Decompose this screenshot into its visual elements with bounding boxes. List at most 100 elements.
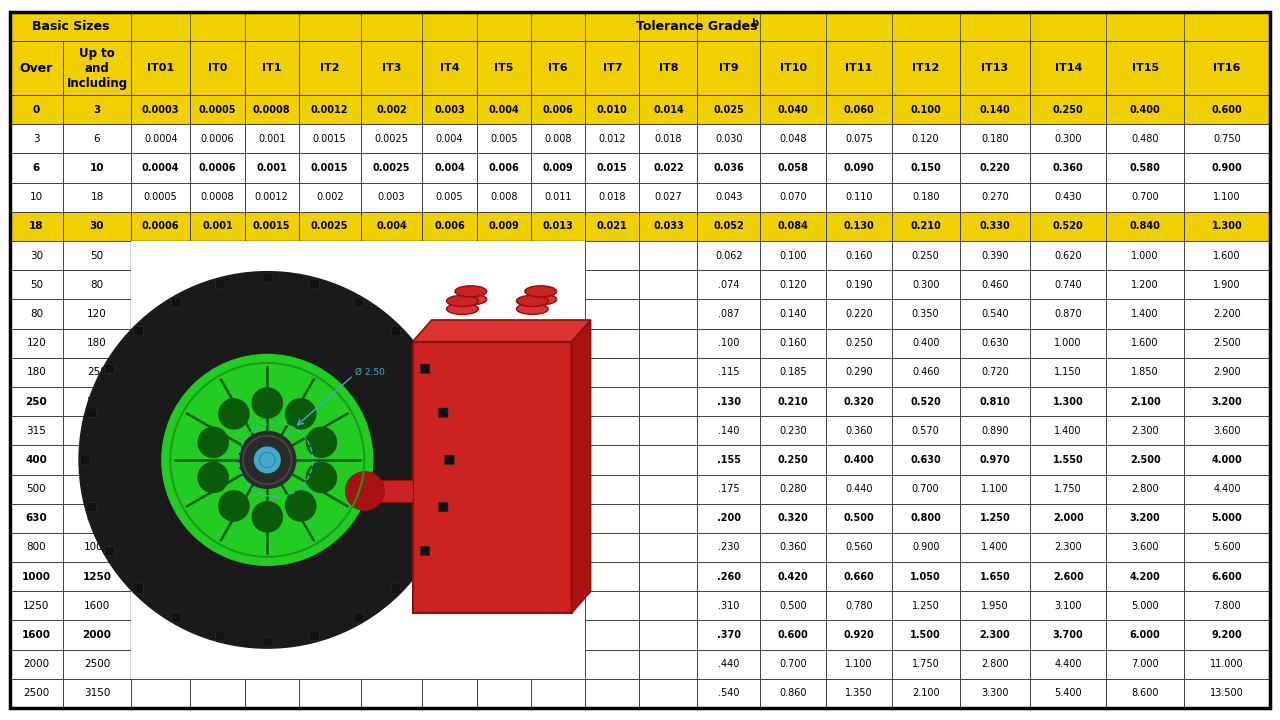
Bar xyxy=(960,183,1030,212)
Bar xyxy=(244,95,298,125)
Bar xyxy=(960,504,1030,533)
Bar xyxy=(191,125,244,153)
Bar xyxy=(10,95,63,125)
Bar xyxy=(422,270,476,300)
Bar xyxy=(585,183,640,212)
Bar xyxy=(1106,416,1184,445)
Text: .540: .540 xyxy=(718,688,740,698)
Text: 0.015: 0.015 xyxy=(596,163,627,173)
Text: 0.075: 0.075 xyxy=(845,134,873,144)
Text: 0.004: 0.004 xyxy=(434,163,465,173)
Bar xyxy=(361,153,422,183)
Bar xyxy=(826,533,892,562)
Text: 0.120: 0.120 xyxy=(911,134,940,144)
Bar xyxy=(63,212,131,241)
Bar xyxy=(298,445,361,474)
Bar xyxy=(698,649,760,679)
Bar xyxy=(760,621,826,649)
Text: 6.000: 6.000 xyxy=(1130,630,1161,640)
Bar xyxy=(698,358,760,387)
Bar xyxy=(10,533,63,562)
Bar xyxy=(244,153,298,183)
Text: 0.290: 0.290 xyxy=(845,367,873,377)
Bar xyxy=(960,679,1030,708)
Bar xyxy=(1184,387,1270,416)
Text: .200: .200 xyxy=(717,513,741,523)
Text: 1.250: 1.250 xyxy=(979,513,1010,523)
Text: 500: 500 xyxy=(86,455,108,465)
Bar xyxy=(531,183,585,212)
Text: IT15: IT15 xyxy=(1132,63,1158,73)
Bar xyxy=(1106,562,1184,591)
Text: 13.500: 13.500 xyxy=(1211,688,1244,698)
Bar xyxy=(698,183,760,212)
Bar xyxy=(531,41,585,95)
Bar xyxy=(298,12,361,41)
Bar xyxy=(531,416,585,445)
Bar xyxy=(892,504,960,533)
Bar xyxy=(760,591,826,621)
Bar xyxy=(760,562,826,591)
Bar xyxy=(1184,12,1270,41)
Bar xyxy=(826,41,892,95)
Bar xyxy=(585,679,640,708)
Bar xyxy=(191,12,244,41)
Text: 0.004: 0.004 xyxy=(376,222,407,231)
Bar xyxy=(698,270,760,300)
Bar xyxy=(131,125,191,153)
Bar xyxy=(698,41,760,95)
FancyBboxPatch shape xyxy=(172,297,180,307)
Text: 4.400: 4.400 xyxy=(1213,484,1240,494)
Text: 3.600: 3.600 xyxy=(1213,426,1240,436)
Text: 800: 800 xyxy=(27,542,46,552)
Text: 0.0012: 0.0012 xyxy=(311,104,348,114)
Text: 0.520: 0.520 xyxy=(1053,222,1084,231)
Bar xyxy=(1184,270,1270,300)
Text: 1.250: 1.250 xyxy=(911,601,940,611)
Text: 0.360: 0.360 xyxy=(845,426,873,436)
Bar xyxy=(585,621,640,649)
Bar xyxy=(826,95,892,125)
Bar xyxy=(640,41,698,95)
Text: 0.022: 0.022 xyxy=(653,163,684,173)
Bar xyxy=(63,504,131,533)
Text: IT16: IT16 xyxy=(1213,63,1240,73)
Text: 1250: 1250 xyxy=(82,572,111,582)
Bar xyxy=(298,270,361,300)
Bar xyxy=(361,621,422,649)
Bar xyxy=(640,328,698,358)
Bar xyxy=(476,270,531,300)
Text: 1.900: 1.900 xyxy=(1213,280,1240,289)
Text: 1.100: 1.100 xyxy=(982,484,1009,494)
Bar xyxy=(422,300,476,328)
Text: 0.920: 0.920 xyxy=(844,630,874,640)
Bar xyxy=(422,241,476,270)
Bar xyxy=(476,328,531,358)
Bar xyxy=(298,504,361,533)
Bar xyxy=(640,358,698,387)
Text: 0.0025: 0.0025 xyxy=(311,222,348,231)
Text: 0.0006: 0.0006 xyxy=(142,222,179,231)
Bar xyxy=(1030,300,1106,328)
Text: 0.360: 0.360 xyxy=(1053,163,1084,173)
Text: 5.000: 5.000 xyxy=(1132,601,1158,611)
Bar xyxy=(191,679,244,708)
Bar xyxy=(422,12,476,41)
Text: 0.0015: 0.0015 xyxy=(253,222,291,231)
Text: 0.009: 0.009 xyxy=(543,163,573,173)
Bar xyxy=(531,591,585,621)
Bar xyxy=(10,328,63,358)
Text: 0.620: 0.620 xyxy=(1055,251,1082,261)
Text: 0.570: 0.570 xyxy=(911,426,940,436)
FancyBboxPatch shape xyxy=(87,503,96,512)
Text: 0.120: 0.120 xyxy=(780,280,808,289)
FancyBboxPatch shape xyxy=(310,279,319,289)
Text: 7.800: 7.800 xyxy=(1213,601,1240,611)
Text: IT2: IT2 xyxy=(320,63,339,73)
Bar xyxy=(422,328,476,358)
Bar xyxy=(1106,328,1184,358)
Bar xyxy=(361,591,422,621)
Text: 0.400: 0.400 xyxy=(911,338,940,348)
Bar xyxy=(63,621,131,649)
Bar xyxy=(1184,504,1270,533)
